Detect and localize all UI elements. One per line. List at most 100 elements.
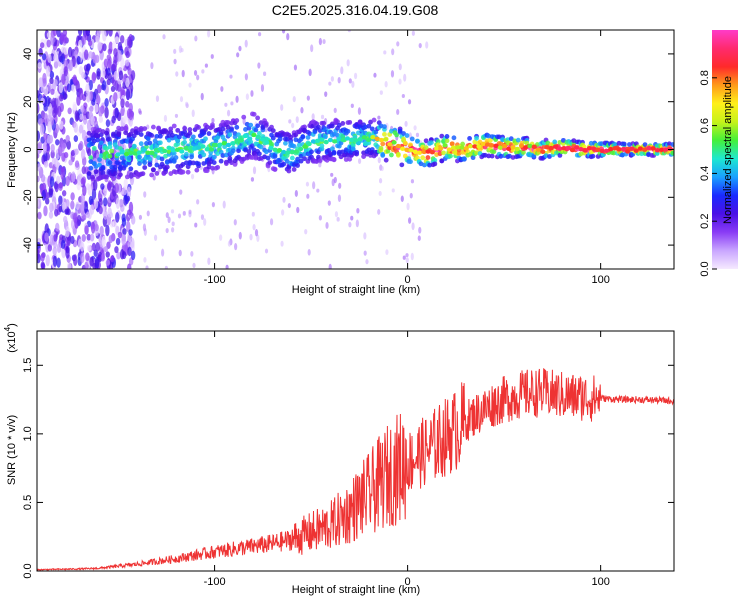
spectrogram-cell [188,82,192,88]
spectrogram-cell [382,124,387,129]
spectrogram-cell [194,35,198,42]
spectrogram-cell [107,141,113,146]
spectrogram-cell [150,124,156,130]
spectrogram-cell [325,221,329,229]
spectrogram-cell [190,173,195,180]
spectrogram-cell [125,100,130,108]
spectrogram-cell [335,132,340,138]
spectrogram-cell [340,137,346,143]
spectrogram-cell [616,147,622,152]
spectrogram-cell [210,165,215,171]
spectrogram-cell [263,71,267,76]
spectrogram-cell [127,67,132,76]
spectrogram-cell [105,137,111,142]
spectrogram-cell [142,126,148,131]
spectrogram-cell [88,195,94,206]
spectrogram-cell [287,203,291,209]
spectrogram-cell [124,138,130,144]
spectrogram-cell [588,140,594,146]
spectrogram-cell [71,171,76,183]
spectrogram-cell [168,126,174,132]
spectrogram-cell [293,149,300,154]
spectrogram-cell [128,108,133,121]
spectrogram-cell [280,240,284,247]
spectrogram-cell [39,123,45,135]
spectrogram-cell [298,153,304,159]
spectrogram-cell [332,139,338,144]
spectrogram-x-axis-label: Height of straight line (km) [292,284,420,296]
spectrogram-cell [106,182,112,191]
spectrogram-cell [58,195,63,205]
spectrogram-cell [408,148,414,153]
spectrogram-cell [281,149,287,155]
spectrogram-cell [170,209,175,214]
spectrogram-cell [620,146,627,152]
spectrogram-cell [255,123,261,129]
spectrogram-cell [182,210,186,216]
colorbar-gradient [712,30,738,269]
spectrogram-cell [246,149,252,154]
spectrogram-cell [142,165,148,170]
spectrogram-cell [371,117,377,123]
spectrogram-cell [390,70,395,78]
spectrogram-cell [37,248,40,261]
spectrogram-cell [101,235,107,248]
spectrogram-cell [53,234,58,242]
spectrogram-cell [98,115,103,123]
spectrogram-cell [150,167,156,173]
spectrogram-y-tick-label: 0 [22,146,34,152]
spectrogram-cell [42,72,47,84]
spectrogram-cell [196,125,201,130]
spectrogram-cell [337,76,341,84]
spectrogram-cell [491,149,497,155]
spectrogram-cell [84,261,89,269]
spectrogram-cell [130,237,135,249]
spectrogram-cell [193,70,198,76]
spectrogram-cell [489,153,495,159]
spectrogram-cell [173,48,177,54]
spectrogram-cell [78,124,84,134]
spectrogram-cell [285,150,291,155]
spectrogram-cell [190,251,194,257]
spectrogram-cell [86,119,92,132]
spectrogram-cell [256,151,262,157]
spectrogram-cell [101,80,107,91]
spectrogram-cell [116,132,122,138]
spectrogram-cell [244,39,248,48]
spectrogram-cell [120,98,125,109]
spectrogram-cell [569,147,576,153]
spectrogram-cell [110,255,115,263]
spectrogram-cell [153,147,159,153]
spectrogram-cell [41,53,47,61]
spectrogram-y-tick-label: -20 [22,189,34,205]
spectrogram-cell [432,157,438,163]
spectrogram-cell [119,155,125,161]
spectrogram-cell [63,59,69,69]
spectrogram-heatmap [37,30,674,269]
spectrogram-cell [157,168,161,173]
spectrogram-cell [396,109,400,115]
spectrogram-cell [44,232,49,242]
spectrogram-cell [211,202,215,208]
spectrogram-cell [86,244,92,252]
spectrogram-cell [442,143,448,148]
spectrogram-cell [145,150,151,155]
spectrogram-cell [68,159,73,166]
spectrogram-cell [496,134,502,140]
spectrogram-cell [366,137,372,142]
spectrogram-cell [91,188,97,201]
spectrogram-cell [157,133,163,139]
spectrogram-cell [391,140,397,145]
spectrogram-cell [410,179,415,184]
spectrogram-cell [389,152,394,158]
spectrogram-cell [85,252,90,262]
spectrogram-cell [200,214,205,220]
spectrogram-cell [52,108,57,118]
colorbar-tick-label: 0.0 [699,261,711,276]
spectrogram-cell [65,246,70,259]
spectrogram-cell [60,239,66,250]
spectrogram-cell [66,140,71,150]
spectrogram-cell [357,158,362,165]
spectrogram-cell [164,130,170,135]
spectrogram-cell [402,140,408,146]
